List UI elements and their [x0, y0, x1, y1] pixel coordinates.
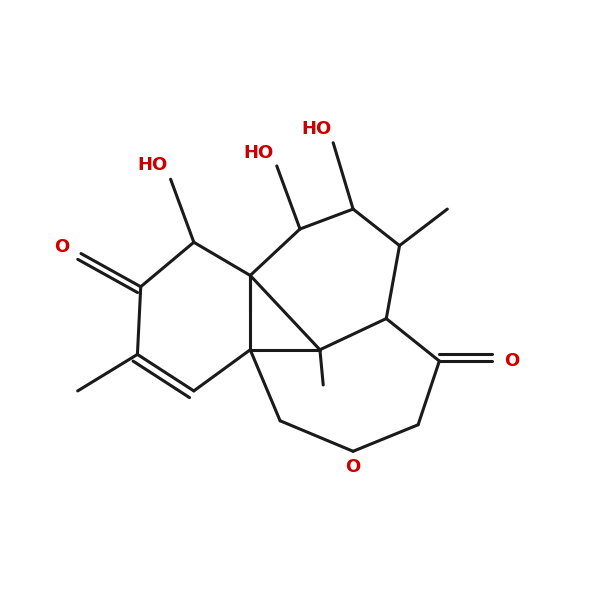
Text: O: O	[505, 352, 520, 370]
Text: HO: HO	[244, 144, 274, 162]
Text: HO: HO	[301, 120, 332, 138]
Text: HO: HO	[137, 156, 168, 174]
Text: O: O	[346, 458, 361, 476]
Text: O: O	[54, 238, 69, 256]
